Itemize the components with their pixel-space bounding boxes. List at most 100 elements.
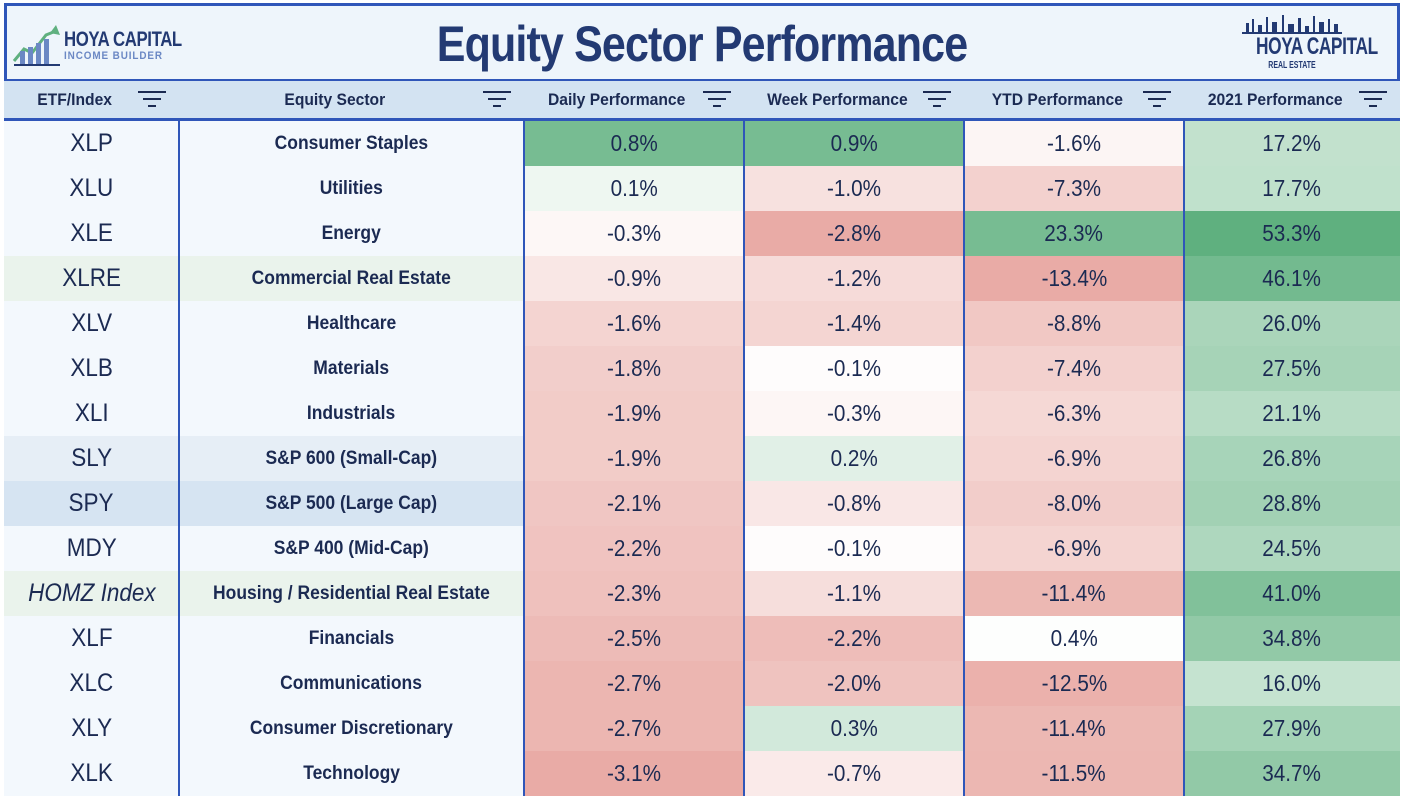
ytd-cell: -12.5% (964, 661, 1184, 706)
year-2021-cell-text: 21.1% (1262, 400, 1322, 426)
column-header-1[interactable]: Equity Sector (179, 81, 524, 118)
table-row: XLRE Commercial Real Estate -0.9% -1.2% -13.… (4, 256, 1400, 301)
table-row: SPY S&P 500 (Large Cap) -2.1% -0.8% -8.0% 28.… (4, 481, 1400, 526)
week-cell-text: -0.1% (826, 355, 882, 381)
week-cell: -2.0% (744, 661, 964, 706)
logo-right-main: HOYA CAPITAL (1256, 33, 1378, 60)
filter-lines-icon[interactable] (137, 91, 167, 109)
table-row: XLP Consumer Staples 0.8% 0.9% -1.6% 17.2% (4, 121, 1400, 166)
logo-left-main: HOYA CAPITAL (64, 28, 182, 51)
daily-cell: -2.2% (524, 526, 744, 571)
filter-lines-icon[interactable] (702, 91, 732, 109)
etf-cell-text: XLF (70, 624, 113, 652)
etf-cell: XLK (4, 751, 179, 796)
daily-cell-text: 0.8% (610, 130, 658, 156)
column-header-5[interactable]: 2021 Performance (1184, 81, 1400, 118)
week-cell: -0.1% (744, 346, 964, 391)
sector-cell: Utilities (179, 166, 524, 211)
column-header-3[interactable]: Week Performance (744, 81, 964, 118)
daily-cell-text: -2.7% (606, 670, 662, 696)
sector-cell-text: Communications (280, 672, 423, 694)
sector-cell-text: Housing / Residential Real Estate (213, 582, 490, 604)
etf-cell: XLV (4, 301, 179, 346)
daily-cell: -2.7% (524, 706, 744, 751)
hoya-capital-income-builder-logo: HOYA CAPITAL INCOME BUILDER (12, 19, 192, 69)
daily-cell-text: -1.9% (606, 400, 662, 426)
ytd-cell: -6.9% (964, 526, 1184, 571)
daily-cell: -1.8% (524, 346, 744, 391)
column-header-label: Week Performance (766, 89, 908, 109)
ytd-cell-text: -1.6% (1046, 130, 1102, 156)
ytd-cell-text: 23.3% (1044, 220, 1104, 246)
page-title: Equity Sector Performance (436, 16, 968, 72)
etf-cell: SLY (4, 436, 179, 481)
table-row: XLC Communications -2.7% -2.0% -12.5% 16.0% (4, 661, 1400, 706)
daily-cell: -3.1% (524, 751, 744, 796)
etf-cell: MDY (4, 526, 179, 571)
column-header-4[interactable]: YTD Performance (964, 81, 1184, 118)
week-cell: -1.4% (744, 301, 964, 346)
week-cell-text: -0.1% (826, 535, 882, 561)
week-cell-text: 0.9% (830, 130, 878, 156)
daily-cell: -2.7% (524, 661, 744, 706)
column-header-0[interactable]: ETF/Index (4, 81, 179, 118)
week-cell-text: -1.0% (826, 175, 882, 201)
sector-cell-text: S&P 400 (Mid-Cap) (273, 537, 430, 559)
year-2021-cell-text: 16.0% (1262, 670, 1322, 696)
sector-cell-text: Utilities (319, 177, 384, 199)
year-2021-cell-text: 17.7% (1262, 175, 1322, 201)
year-2021-cell-text: 28.8% (1262, 490, 1322, 516)
week-cell-text: -0.3% (826, 400, 882, 426)
column-header-label: Daily Performance (548, 89, 686, 109)
sector-cell: Materials (179, 346, 524, 391)
year-2021-cell: 17.7% (1184, 166, 1400, 211)
sector-cell-text: Industrials (307, 402, 396, 424)
sector-cell-text: S&P 500 (Large Cap) (265, 492, 438, 514)
year-2021-cell: 27.9% (1184, 706, 1400, 751)
daily-cell-text: -0.9% (606, 265, 662, 291)
ytd-cell-text: -8.0% (1046, 490, 1102, 516)
year-2021-cell-text: 34.8% (1262, 625, 1322, 651)
etf-cell-text: XLB (70, 354, 113, 382)
year-2021-cell-text: 26.8% (1262, 445, 1322, 471)
logo-left-sub: INCOME BUILDER (64, 50, 163, 62)
etf-cell: XLI (4, 391, 179, 436)
year-2021-cell: 17.2% (1184, 121, 1400, 166)
week-cell: 0.9% (744, 121, 964, 166)
table-row: XLE Energy -0.3% -2.8% 23.3% 53.3% (4, 211, 1400, 256)
filter-lines-icon[interactable] (922, 91, 952, 109)
etf-cell: SPY (4, 481, 179, 526)
week-cell-text: -0.8% (826, 490, 882, 516)
etf-cell-text: MDY (66, 534, 117, 562)
etf-cell: XLRE (4, 256, 179, 301)
filter-lines-icon[interactable] (482, 91, 512, 109)
ytd-cell: -11.4% (964, 706, 1184, 751)
sector-cell: Consumer Discretionary (179, 706, 524, 751)
filter-lines-icon[interactable] (1142, 91, 1172, 109)
ytd-cell-text: -11.4% (1041, 715, 1107, 741)
etf-cell: XLE (4, 211, 179, 256)
year-2021-cell: 16.0% (1184, 661, 1400, 706)
filter-lines-icon[interactable] (1358, 91, 1388, 109)
building-chart-icon (12, 25, 60, 66)
year-2021-cell: 34.7% (1184, 751, 1400, 796)
year-2021-cell: 46.1% (1184, 256, 1400, 301)
week-cell: -1.2% (744, 256, 964, 301)
sector-cell-text: Healthcare (306, 312, 397, 334)
week-cell: -0.3% (744, 391, 964, 436)
sector-cell-text: S&P 600 (Small-Cap) (265, 447, 438, 469)
etf-cell-text: SLY (71, 444, 112, 472)
week-cell: -2.8% (744, 211, 964, 256)
year-2021-cell-text: 17.2% (1262, 130, 1322, 156)
column-divider (1183, 121, 1185, 796)
etf-cell: XLC (4, 661, 179, 706)
ytd-cell: -11.4% (964, 571, 1184, 616)
year-2021-cell: 26.8% (1184, 436, 1400, 481)
table-header-row: ETF/Index Equity Sector Daily Performance W… (4, 79, 1400, 121)
etf-cell-text: XLP (70, 129, 113, 157)
week-cell-text: -2.0% (826, 670, 882, 696)
daily-cell: -0.3% (524, 211, 744, 256)
week-cell-text: -1.4% (826, 310, 882, 336)
column-header-2[interactable]: Daily Performance (524, 81, 744, 118)
week-cell: -2.2% (744, 616, 964, 661)
